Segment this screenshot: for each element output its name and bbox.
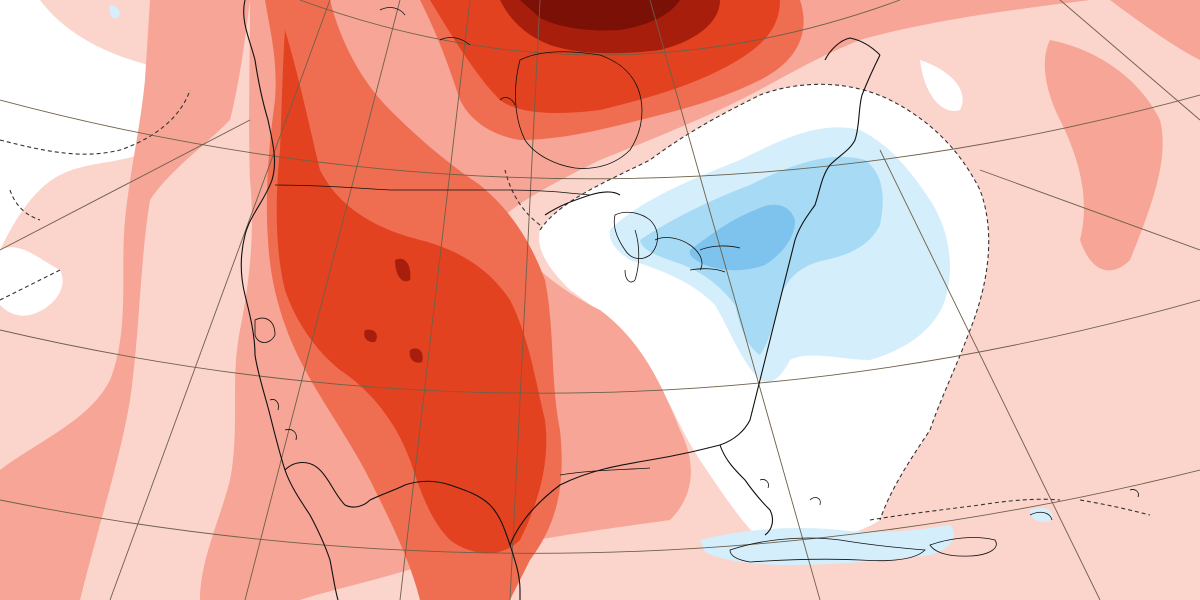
caribbean-islands <box>729 479 1139 563</box>
cool-anomaly-regions <box>109 5 1053 565</box>
zero-anomaly-contours <box>0 83 1151 521</box>
coastlines <box>240 0 881 600</box>
great-lakes <box>613 211 741 283</box>
pacific-coast-islands <box>254 317 297 441</box>
extreme-warm-regions <box>364 0 720 363</box>
hudson-bay-coast <box>379 7 643 169</box>
